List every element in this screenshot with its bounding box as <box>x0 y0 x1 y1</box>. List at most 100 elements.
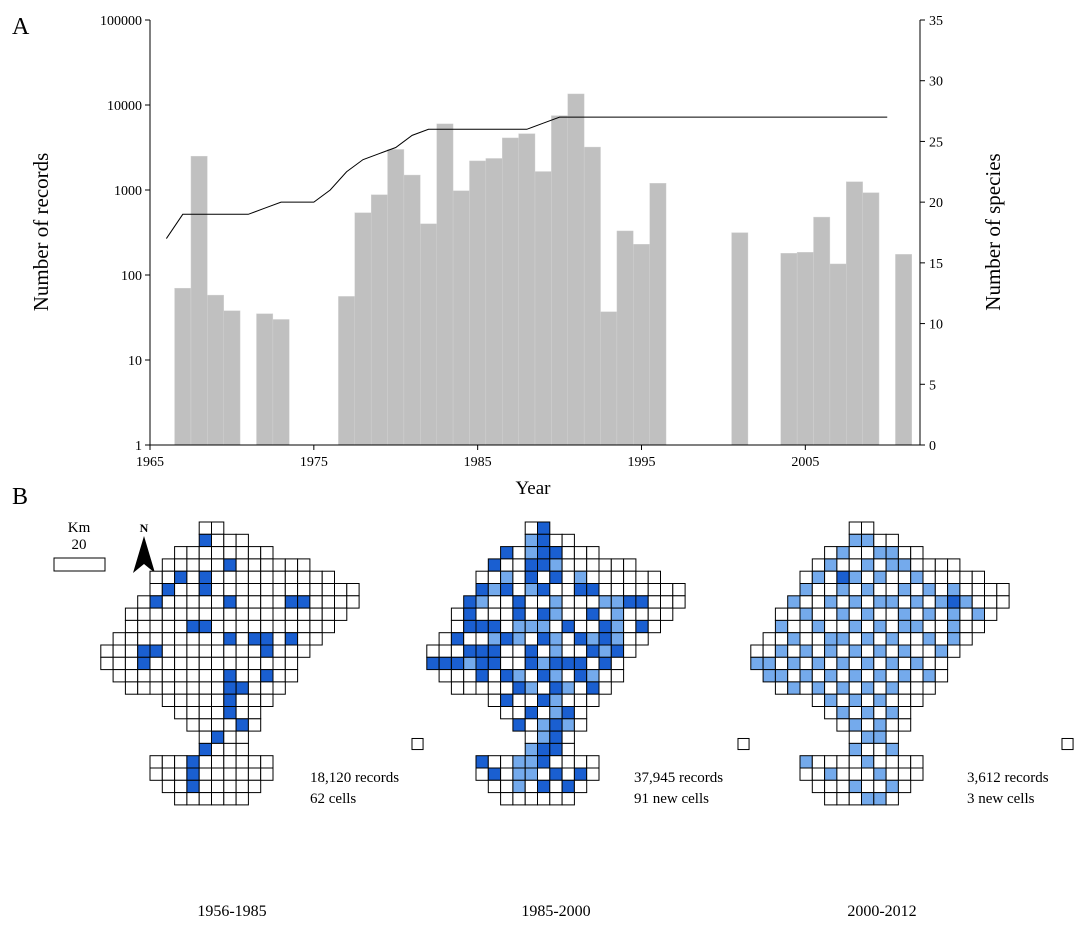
map-cell <box>598 644 612 658</box>
map-cell <box>885 767 899 781</box>
map-cell <box>861 632 875 646</box>
map-cell <box>198 767 212 781</box>
scale-bar-box <box>53 557 106 572</box>
bar-1994 <box>616 230 634 446</box>
map-cell <box>799 632 813 646</box>
map-cell <box>487 607 502 621</box>
map-cell <box>811 570 826 585</box>
map-cell <box>137 632 151 646</box>
map-cell <box>573 693 588 708</box>
map-cell <box>500 595 514 609</box>
map-cell <box>284 656 299 671</box>
map-cell <box>124 644 139 658</box>
map-cell <box>235 632 249 646</box>
x-axis-label: Year <box>515 478 551 499</box>
map-cell <box>537 730 551 744</box>
map-cell <box>873 779 887 794</box>
map-cell <box>247 693 262 708</box>
map-cell <box>836 644 850 658</box>
map-cell <box>836 595 850 609</box>
map-cell <box>934 669 949 683</box>
map-cell <box>223 681 237 695</box>
map-cell <box>198 742 212 757</box>
map-cell <box>561 755 575 769</box>
map-cell <box>922 607 936 621</box>
map-cell <box>848 779 863 794</box>
scale-unit: Km <box>68 520 91 536</box>
map-cell <box>836 656 850 671</box>
map-cell <box>897 767 912 781</box>
map-cell <box>346 595 360 609</box>
map-cell <box>848 607 863 621</box>
map-cell <box>885 792 899 806</box>
map-cell <box>885 730 899 744</box>
map-cell <box>321 595 336 609</box>
map-3-records: 3,612 records <box>967 770 1049 786</box>
map-cell <box>910 619 924 634</box>
map-cell <box>561 730 575 744</box>
map-cell <box>487 558 502 572</box>
map-cell <box>824 656 838 671</box>
north-label: N <box>140 521 149 535</box>
map-cell <box>610 595 625 609</box>
map-cell <box>586 607 600 621</box>
map-cell <box>524 792 539 806</box>
map-cell <box>848 792 863 806</box>
y-tick-label: 100000 <box>100 14 142 29</box>
map-cell <box>450 632 465 646</box>
map-cell <box>198 730 212 744</box>
bar-2009 <box>862 192 880 446</box>
map-cell <box>524 595 539 609</box>
map-cell <box>561 533 575 548</box>
map-1956-1985 <box>100 521 424 806</box>
map-cell <box>836 583 850 597</box>
map-cell <box>934 558 949 572</box>
map-cell <box>537 533 551 548</box>
map-cell <box>284 632 299 646</box>
map-cell <box>211 669 225 683</box>
map-cell <box>861 730 875 744</box>
map-cell <box>438 644 452 658</box>
map-cell <box>161 595 176 609</box>
map-cell <box>873 533 887 548</box>
map-cell <box>934 656 949 671</box>
map-cell <box>610 558 625 572</box>
map-cell <box>198 619 212 634</box>
map-cell <box>512 755 526 769</box>
map-cell <box>873 767 887 781</box>
map-cell <box>174 546 188 560</box>
y2-tick-label: 30 <box>929 75 943 90</box>
map-cell <box>149 632 163 646</box>
map-cell <box>598 583 612 597</box>
map-cell <box>836 546 850 560</box>
map-cell <box>223 755 237 769</box>
map-cell <box>174 767 188 781</box>
map-cell <box>475 607 489 621</box>
map-cell <box>211 656 225 671</box>
map-cell <box>873 730 887 744</box>
map-cell <box>223 583 237 597</box>
map-cell <box>537 706 551 720</box>
map-cell <box>897 546 912 560</box>
map-cell <box>873 656 887 671</box>
map-cell <box>873 792 887 806</box>
map-cell <box>247 669 262 683</box>
y-tick-label: 1 <box>135 439 142 454</box>
map-cell <box>487 632 502 646</box>
map-cell <box>500 546 514 560</box>
map-cell <box>223 595 237 609</box>
map-cell <box>897 669 912 683</box>
map-cell <box>573 779 588 794</box>
map-cell <box>223 693 237 708</box>
bar-1980 <box>387 149 405 446</box>
map-cell <box>211 742 225 757</box>
map-cell <box>512 767 526 781</box>
map-cell <box>922 656 936 671</box>
map-cell <box>272 570 286 585</box>
map-cell <box>149 595 163 609</box>
map-cell <box>824 632 838 646</box>
map-cell <box>124 632 139 646</box>
map-cell <box>186 693 200 708</box>
map-cell <box>910 755 924 769</box>
map-cell <box>211 632 225 646</box>
